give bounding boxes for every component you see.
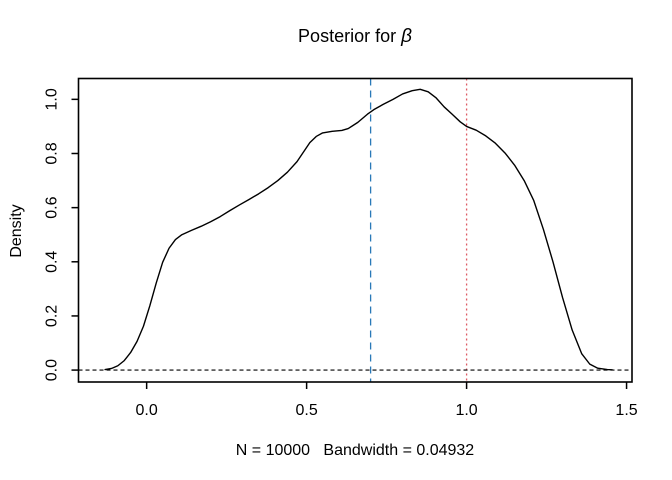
plot-title-text: Posterior for <box>298 26 402 46</box>
x-tick-label: 1.0 <box>455 402 477 419</box>
plot-title: Posterior for β <box>298 26 412 48</box>
y-tick-label: 0.2 <box>44 305 61 327</box>
x-tick-label: 1.5 <box>615 402 637 419</box>
y-tick-label: 0.8 <box>44 142 61 164</box>
y-tick-label: 0.4 <box>44 251 61 273</box>
x-axis-subtitle: N = 10000 Bandwidth = 0.04932 <box>235 442 475 459</box>
x-tick-label: 0.5 <box>295 402 317 419</box>
posterior-density-curve <box>104 88 613 371</box>
y-tick-label: 1.0 <box>43 88 60 110</box>
x-tick-label: 0.0 <box>136 402 158 419</box>
beta-symbol: β <box>401 26 412 47</box>
y-tick-label: 0.0 <box>44 359 61 381</box>
y-tick-label: 0.6 <box>44 196 61 218</box>
plot-box <box>77 77 633 383</box>
